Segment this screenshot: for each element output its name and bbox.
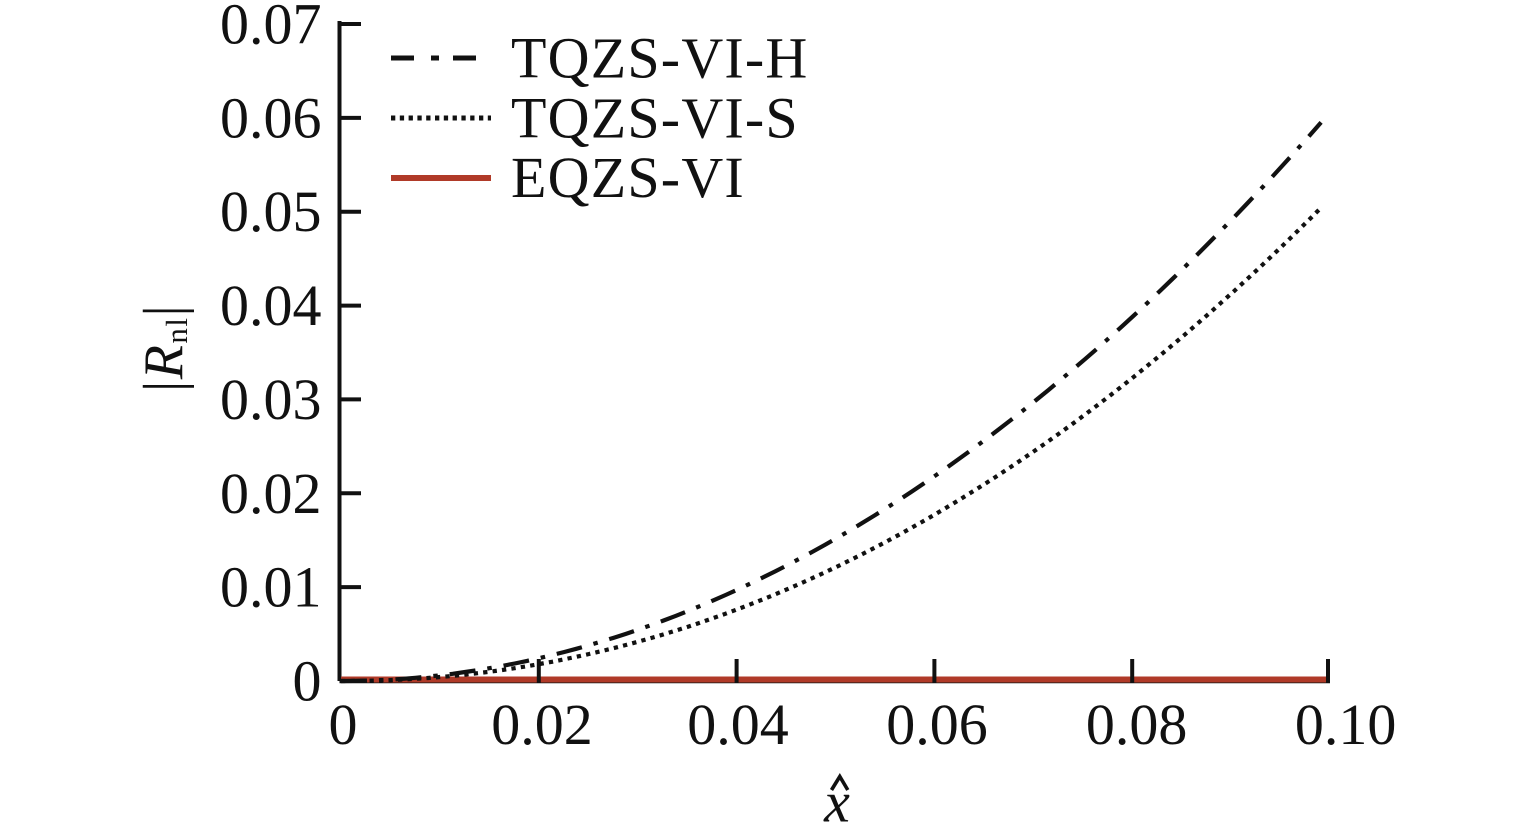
svg-text:0: 0: [293, 649, 322, 714]
svg-text:0.01: 0.01: [220, 555, 322, 620]
svg-text:0.04: 0.04: [220, 273, 322, 338]
svg-text:0.07: 0.07: [220, 0, 322, 57]
svg-text:TQZS-VI-S: TQZS-VI-S: [511, 85, 799, 150]
svg-text:0.06: 0.06: [886, 692, 988, 757]
svg-text:0.03: 0.03: [220, 367, 322, 432]
svg-text:EQZS-VI: EQZS-VI: [511, 145, 745, 210]
svg-text:0.06: 0.06: [220, 85, 322, 150]
svg-text:0.10: 0.10: [1295, 692, 1397, 757]
svg-text:0.02: 0.02: [220, 461, 322, 526]
svg-text:TQZS-VI-H: TQZS-VI-H: [511, 26, 809, 91]
svg-text:0.02: 0.02: [491, 692, 593, 757]
svg-text:0: 0: [329, 692, 358, 757]
svg-text:0.05: 0.05: [220, 179, 322, 244]
svg-text:|Rnl|: |Rnl|: [133, 304, 195, 392]
svg-text:0.04: 0.04: [687, 692, 789, 757]
svg-text:0.08: 0.08: [1086, 692, 1188, 757]
svg-text:x: x: [823, 770, 850, 826]
